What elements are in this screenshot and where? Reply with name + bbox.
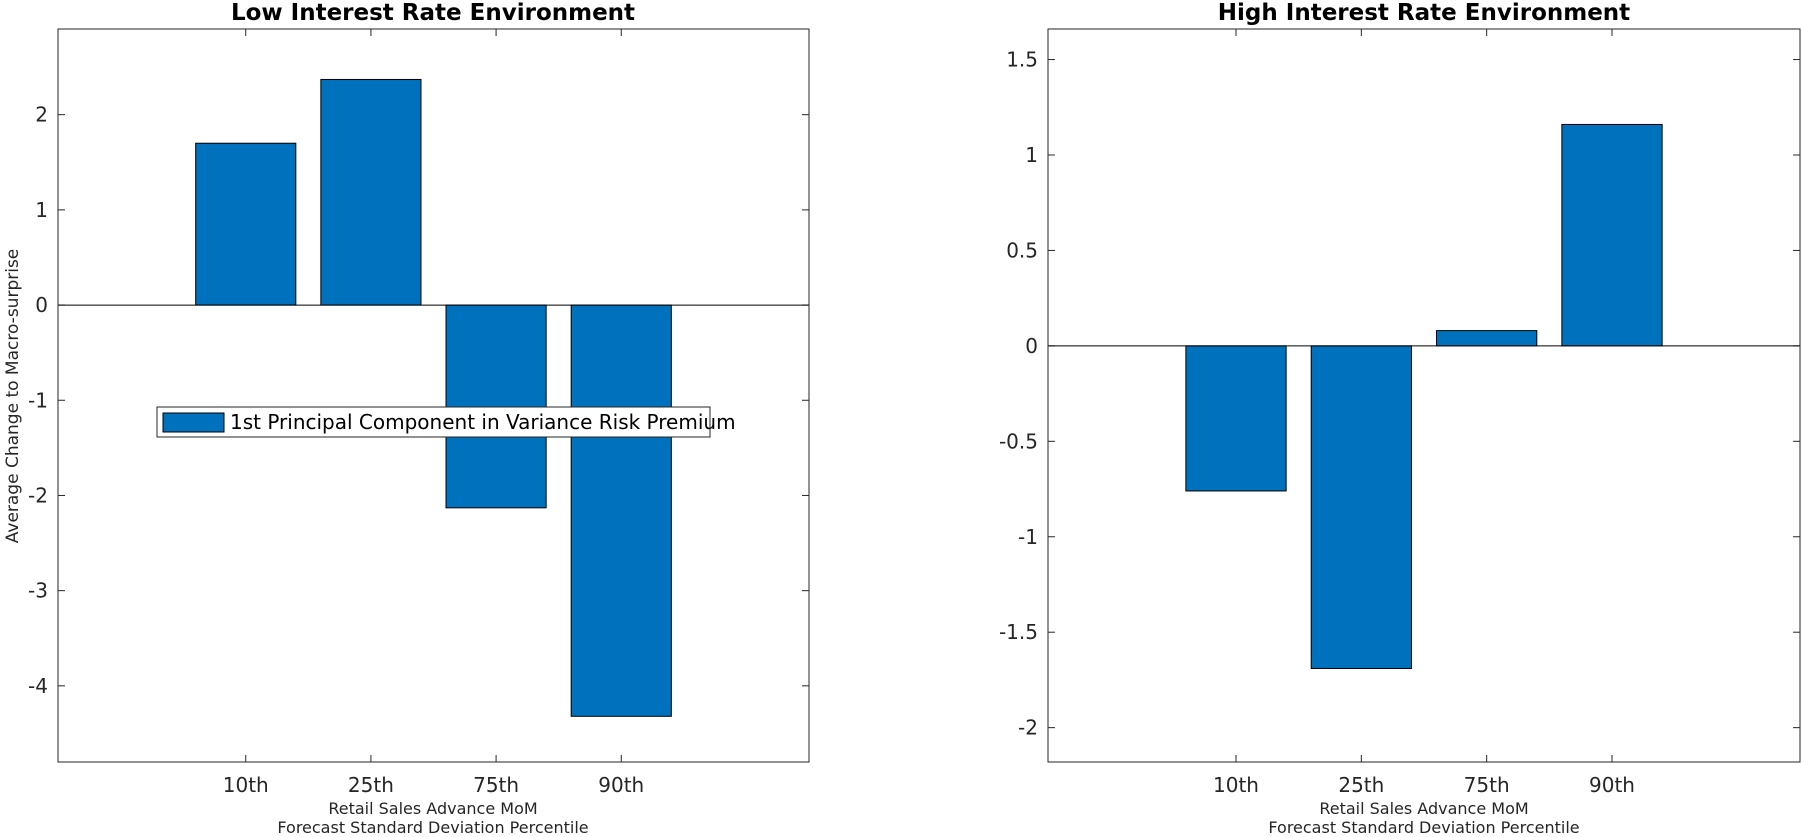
y-tick-label: -2 <box>28 483 48 507</box>
chart-left-xlabel-line1: Retail Sales Advance MoM <box>328 799 537 818</box>
legend-box <box>156 406 711 438</box>
x-tick-label: 75th <box>1464 773 1510 797</box>
y-tick-label: -1 <box>28 388 48 412</box>
chart-right-title: High Interest Rate Environment <box>1218 0 1630 26</box>
y-tick-label: -1 <box>1018 525 1038 549</box>
legend-label: 1st Principal Component in Variance Risk… <box>230 410 736 434</box>
chart-right: High Interest Rate Environment Retail Sa… <box>999 0 1801 837</box>
bar-10th <box>1185 345 1287 492</box>
x-tick-label: 25th <box>1338 773 1384 797</box>
chart-left-ylabel: Average Change to Macro-surprise <box>3 249 23 544</box>
legend-swatch <box>162 412 225 433</box>
chart-right-y-axis: 1.5 1 0.5 0 -0.5 -1 -1.5 -2 <box>999 48 1800 740</box>
chart-right-bars <box>1185 123 1663 669</box>
chart-left: Low Interest Rate Environment Average Ch… <box>3 0 810 837</box>
bar-10th <box>195 142 297 306</box>
x-tick-label: 10th <box>1213 773 1259 797</box>
chart-left-xlabel-line2: Forecast Standard Deviation Percentile <box>277 818 588 837</box>
x-tick-label: 90th <box>598 773 644 797</box>
chart-left-axes-box <box>57 28 810 763</box>
y-tick-label: 0 <box>35 293 48 317</box>
bar-75th <box>1436 330 1538 347</box>
chart-right-xlabel-line2: Forecast Standard Deviation Percentile <box>1268 818 1579 837</box>
y-tick-label: -2 <box>1018 716 1038 740</box>
bar-25th <box>1310 345 1412 669</box>
chart-left-bars <box>195 78 672 717</box>
y-tick-label: -4 <box>28 674 48 698</box>
bar-25th <box>320 78 422 306</box>
x-tick-label: 75th <box>473 773 519 797</box>
bar-90th <box>1561 123 1663 347</box>
x-tick-label: 10th <box>223 773 269 797</box>
y-tick-label: 1 <box>1025 143 1038 167</box>
y-tick-label: -1.5 <box>999 620 1038 644</box>
bar-75th <box>445 304 547 509</box>
y-tick-label: 0 <box>1025 334 1038 358</box>
y-tick-label: 1.5 <box>1006 48 1038 72</box>
y-tick-label: -3 <box>28 579 48 603</box>
y-tick-label: 2 <box>35 103 48 127</box>
y-tick-label: 1 <box>35 198 48 222</box>
y-tick-label: 0.5 <box>1006 238 1038 262</box>
chart-right-x-axis: 10th 25th 75th 90th <box>1213 29 1635 797</box>
chart-right-axes-box <box>1047 28 1801 763</box>
x-tick-label: 25th <box>348 773 394 797</box>
bar-90th <box>570 304 672 717</box>
x-tick-label: 90th <box>1589 773 1635 797</box>
chart-left-x-axis: 10th 25th 75th 90th <box>223 29 644 797</box>
chart-right-xlabel-line1: Retail Sales Advance MoM <box>1319 799 1528 818</box>
chart-left-legend: 1st Principal Component in Variance Risk… <box>156 406 736 438</box>
chart-left-title: Low Interest Rate Environment <box>231 0 635 26</box>
chart-left-y-axis: 2 1 0 -1 -2 -3 -4 <box>28 103 809 698</box>
y-tick-label: -0.5 <box>999 429 1038 453</box>
